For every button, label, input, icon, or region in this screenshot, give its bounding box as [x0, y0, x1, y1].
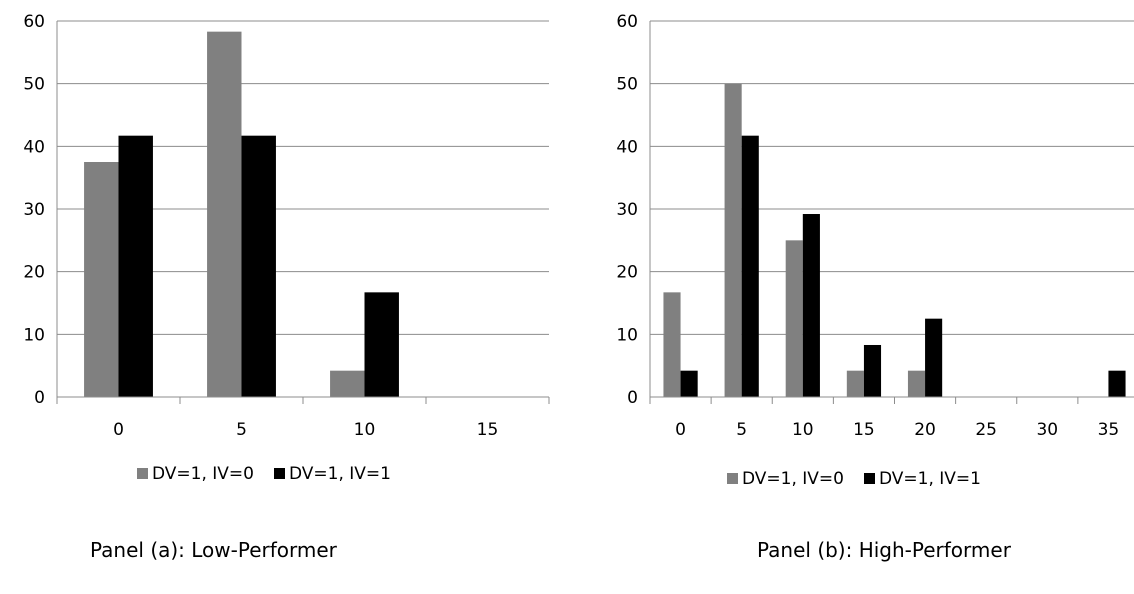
panel-a-bar-s1-0 — [84, 162, 119, 397]
panel-b-bar-s2-10 — [802, 214, 820, 397]
panel-b-bar-s1-20 — [907, 370, 926, 397]
panel-b-xtick-0: 0 — [675, 420, 686, 440]
panel-b-bar-s1-0 — [663, 292, 681, 397]
panel-b-legend-label-1: DV=1, IV=0 — [742, 469, 844, 489]
panel-b-ytick-20: 20 — [616, 263, 638, 283]
panel-b-bar-s1-15 — [846, 370, 864, 397]
panel-a-bar-s1-5 — [207, 31, 242, 398]
panel-a-ytick-30: 30 — [23, 200, 45, 220]
panel-b-ytick-30: 30 — [616, 200, 638, 220]
panel-b-bar-s2-15 — [863, 344, 882, 397]
panel-b-bar-s2-20 — [925, 318, 943, 397]
panel-a-bar-s2-10 — [364, 292, 399, 397]
panel-a-ytick-50: 50 — [23, 75, 45, 95]
panel-b-caption: Panel (b): High-Performer — [757, 538, 1011, 562]
panel-b-legend-swatch-1 — [727, 473, 738, 484]
panel-a-ytick-0: 0 — [34, 388, 45, 408]
panel-a-xtick-15: 15 — [477, 420, 499, 440]
panel-b-ytick-60: 60 — [616, 12, 638, 32]
panel-b-legend-swatch-2 — [864, 473, 875, 484]
panel-a-bar-s1-10 — [330, 370, 365, 397]
panel-b-ytick-40: 40 — [616, 137, 638, 157]
panel-b-bar-s1-5 — [724, 83, 742, 398]
panel-b-xtick-15: 15 — [853, 420, 875, 440]
panel-a-legend-swatch-2 — [274, 468, 285, 479]
panel-b-ytick-0: 0 — [627, 388, 638, 408]
panel-b-xtick-10: 10 — [792, 420, 814, 440]
panel-a-bar-s2-0 — [118, 135, 153, 397]
panel-a-ytick-10: 10 — [23, 325, 45, 345]
panel-b-legend-label-2: DV=1, IV=1 — [879, 469, 981, 489]
panel-a-ytick-20: 20 — [23, 263, 45, 283]
panel-b-bar-s2-5 — [741, 135, 759, 397]
panel-b-ytick-10: 10 — [616, 325, 638, 345]
panel-a-xtick-0: 0 — [113, 420, 124, 440]
panel-b-xtick-25: 25 — [975, 420, 997, 440]
panel-a-ytick-40: 40 — [23, 137, 45, 157]
panel-a-legend-swatch-1 — [137, 468, 148, 479]
panel-a-xtick-10: 10 — [354, 420, 376, 440]
panel-a-bar-s2-5 — [241, 135, 276, 397]
panel-a-ytick-60: 60 — [23, 12, 45, 32]
panel-b-bar-s2-0 — [680, 370, 698, 397]
panel-b-xtick-35: 35 — [1098, 420, 1120, 440]
panel-b-xtick-30: 30 — [1036, 420, 1058, 440]
panel-a-legend-label-2: DV=1, IV=1 — [289, 464, 391, 484]
panel-a-xtick-5: 5 — [236, 420, 247, 440]
panel-b-ytick-50: 50 — [616, 75, 638, 95]
panel-b-bar-s2-35 — [1108, 370, 1126, 397]
panel-a-legend-label-1: DV=1, IV=0 — [152, 464, 254, 484]
panel-b-xtick-5: 5 — [736, 420, 747, 440]
panel-b-bar-s1-10 — [785, 240, 803, 397]
panel-a-caption: Panel (a): Low-Performer — [90, 538, 337, 562]
panel-b-xtick-20: 20 — [914, 420, 936, 440]
